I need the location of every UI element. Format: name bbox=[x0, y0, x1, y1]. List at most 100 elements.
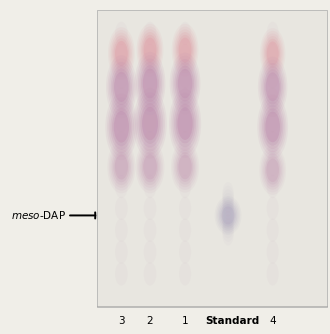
Ellipse shape bbox=[267, 87, 279, 111]
Ellipse shape bbox=[144, 131, 156, 154]
Ellipse shape bbox=[179, 197, 191, 220]
Ellipse shape bbox=[267, 109, 279, 133]
Ellipse shape bbox=[267, 218, 279, 242]
Ellipse shape bbox=[176, 104, 194, 144]
Ellipse shape bbox=[115, 43, 128, 67]
Ellipse shape bbox=[112, 35, 131, 71]
Ellipse shape bbox=[115, 109, 128, 133]
Ellipse shape bbox=[215, 196, 242, 235]
Ellipse shape bbox=[169, 89, 201, 158]
Ellipse shape bbox=[173, 27, 197, 74]
Ellipse shape bbox=[261, 148, 285, 192]
Ellipse shape bbox=[109, 101, 134, 153]
Ellipse shape bbox=[263, 66, 283, 108]
Ellipse shape bbox=[144, 22, 156, 45]
Ellipse shape bbox=[114, 38, 129, 69]
Ellipse shape bbox=[111, 33, 132, 74]
Ellipse shape bbox=[115, 41, 128, 66]
Ellipse shape bbox=[171, 141, 199, 193]
Ellipse shape bbox=[263, 154, 282, 187]
Ellipse shape bbox=[267, 131, 279, 154]
Ellipse shape bbox=[267, 43, 279, 67]
Ellipse shape bbox=[107, 97, 136, 157]
Ellipse shape bbox=[115, 175, 128, 198]
Ellipse shape bbox=[173, 144, 198, 190]
Ellipse shape bbox=[266, 159, 279, 182]
Text: 1: 1 bbox=[182, 316, 188, 326]
Ellipse shape bbox=[222, 182, 234, 205]
Ellipse shape bbox=[109, 30, 133, 77]
Ellipse shape bbox=[108, 27, 135, 80]
Ellipse shape bbox=[222, 211, 234, 234]
Ellipse shape bbox=[259, 98, 286, 156]
Ellipse shape bbox=[220, 204, 236, 227]
Ellipse shape bbox=[261, 63, 284, 111]
Ellipse shape bbox=[217, 200, 239, 231]
Ellipse shape bbox=[222, 206, 234, 225]
Ellipse shape bbox=[138, 58, 162, 109]
Ellipse shape bbox=[264, 36, 281, 71]
Ellipse shape bbox=[222, 193, 234, 216]
Ellipse shape bbox=[262, 105, 283, 149]
Ellipse shape bbox=[264, 108, 281, 146]
Ellipse shape bbox=[179, 153, 191, 176]
Ellipse shape bbox=[258, 57, 287, 117]
Ellipse shape bbox=[178, 69, 192, 98]
Ellipse shape bbox=[141, 32, 159, 68]
Ellipse shape bbox=[222, 218, 234, 242]
Ellipse shape bbox=[179, 218, 191, 242]
Ellipse shape bbox=[144, 240, 156, 264]
Ellipse shape bbox=[171, 56, 199, 111]
Ellipse shape bbox=[222, 207, 234, 231]
Ellipse shape bbox=[222, 189, 234, 213]
Ellipse shape bbox=[109, 144, 134, 190]
Ellipse shape bbox=[135, 92, 165, 155]
Ellipse shape bbox=[263, 33, 283, 73]
Ellipse shape bbox=[179, 43, 191, 67]
Ellipse shape bbox=[179, 109, 191, 133]
Ellipse shape bbox=[107, 141, 135, 193]
Ellipse shape bbox=[174, 100, 196, 147]
Ellipse shape bbox=[111, 65, 132, 109]
Ellipse shape bbox=[140, 29, 161, 71]
Text: 3: 3 bbox=[118, 316, 125, 326]
Ellipse shape bbox=[144, 262, 156, 286]
Ellipse shape bbox=[140, 149, 160, 185]
Ellipse shape bbox=[179, 240, 191, 264]
Ellipse shape bbox=[177, 35, 193, 65]
Ellipse shape bbox=[106, 55, 137, 119]
Text: 4: 4 bbox=[269, 316, 276, 326]
Ellipse shape bbox=[179, 155, 192, 179]
Ellipse shape bbox=[140, 103, 160, 144]
Ellipse shape bbox=[179, 38, 191, 63]
Ellipse shape bbox=[144, 109, 156, 133]
Ellipse shape bbox=[139, 146, 161, 188]
Ellipse shape bbox=[115, 22, 128, 45]
Ellipse shape bbox=[135, 52, 165, 115]
Ellipse shape bbox=[222, 200, 234, 224]
Ellipse shape bbox=[136, 141, 164, 193]
Ellipse shape bbox=[143, 68, 157, 99]
Ellipse shape bbox=[264, 69, 281, 104]
Ellipse shape bbox=[179, 131, 191, 154]
Ellipse shape bbox=[222, 222, 234, 245]
Ellipse shape bbox=[175, 62, 196, 105]
Ellipse shape bbox=[222, 215, 234, 238]
Ellipse shape bbox=[267, 175, 279, 198]
Ellipse shape bbox=[177, 152, 193, 182]
Ellipse shape bbox=[267, 153, 279, 176]
Ellipse shape bbox=[179, 262, 191, 286]
Ellipse shape bbox=[115, 87, 128, 111]
Ellipse shape bbox=[140, 62, 161, 105]
Ellipse shape bbox=[219, 202, 237, 229]
Ellipse shape bbox=[257, 95, 288, 159]
Ellipse shape bbox=[113, 68, 130, 105]
Ellipse shape bbox=[144, 65, 156, 89]
Ellipse shape bbox=[176, 32, 194, 68]
Ellipse shape bbox=[114, 111, 129, 143]
Ellipse shape bbox=[222, 186, 234, 209]
Ellipse shape bbox=[179, 87, 191, 111]
Text: 2: 2 bbox=[147, 316, 153, 326]
Ellipse shape bbox=[115, 218, 128, 242]
Ellipse shape bbox=[179, 22, 191, 45]
